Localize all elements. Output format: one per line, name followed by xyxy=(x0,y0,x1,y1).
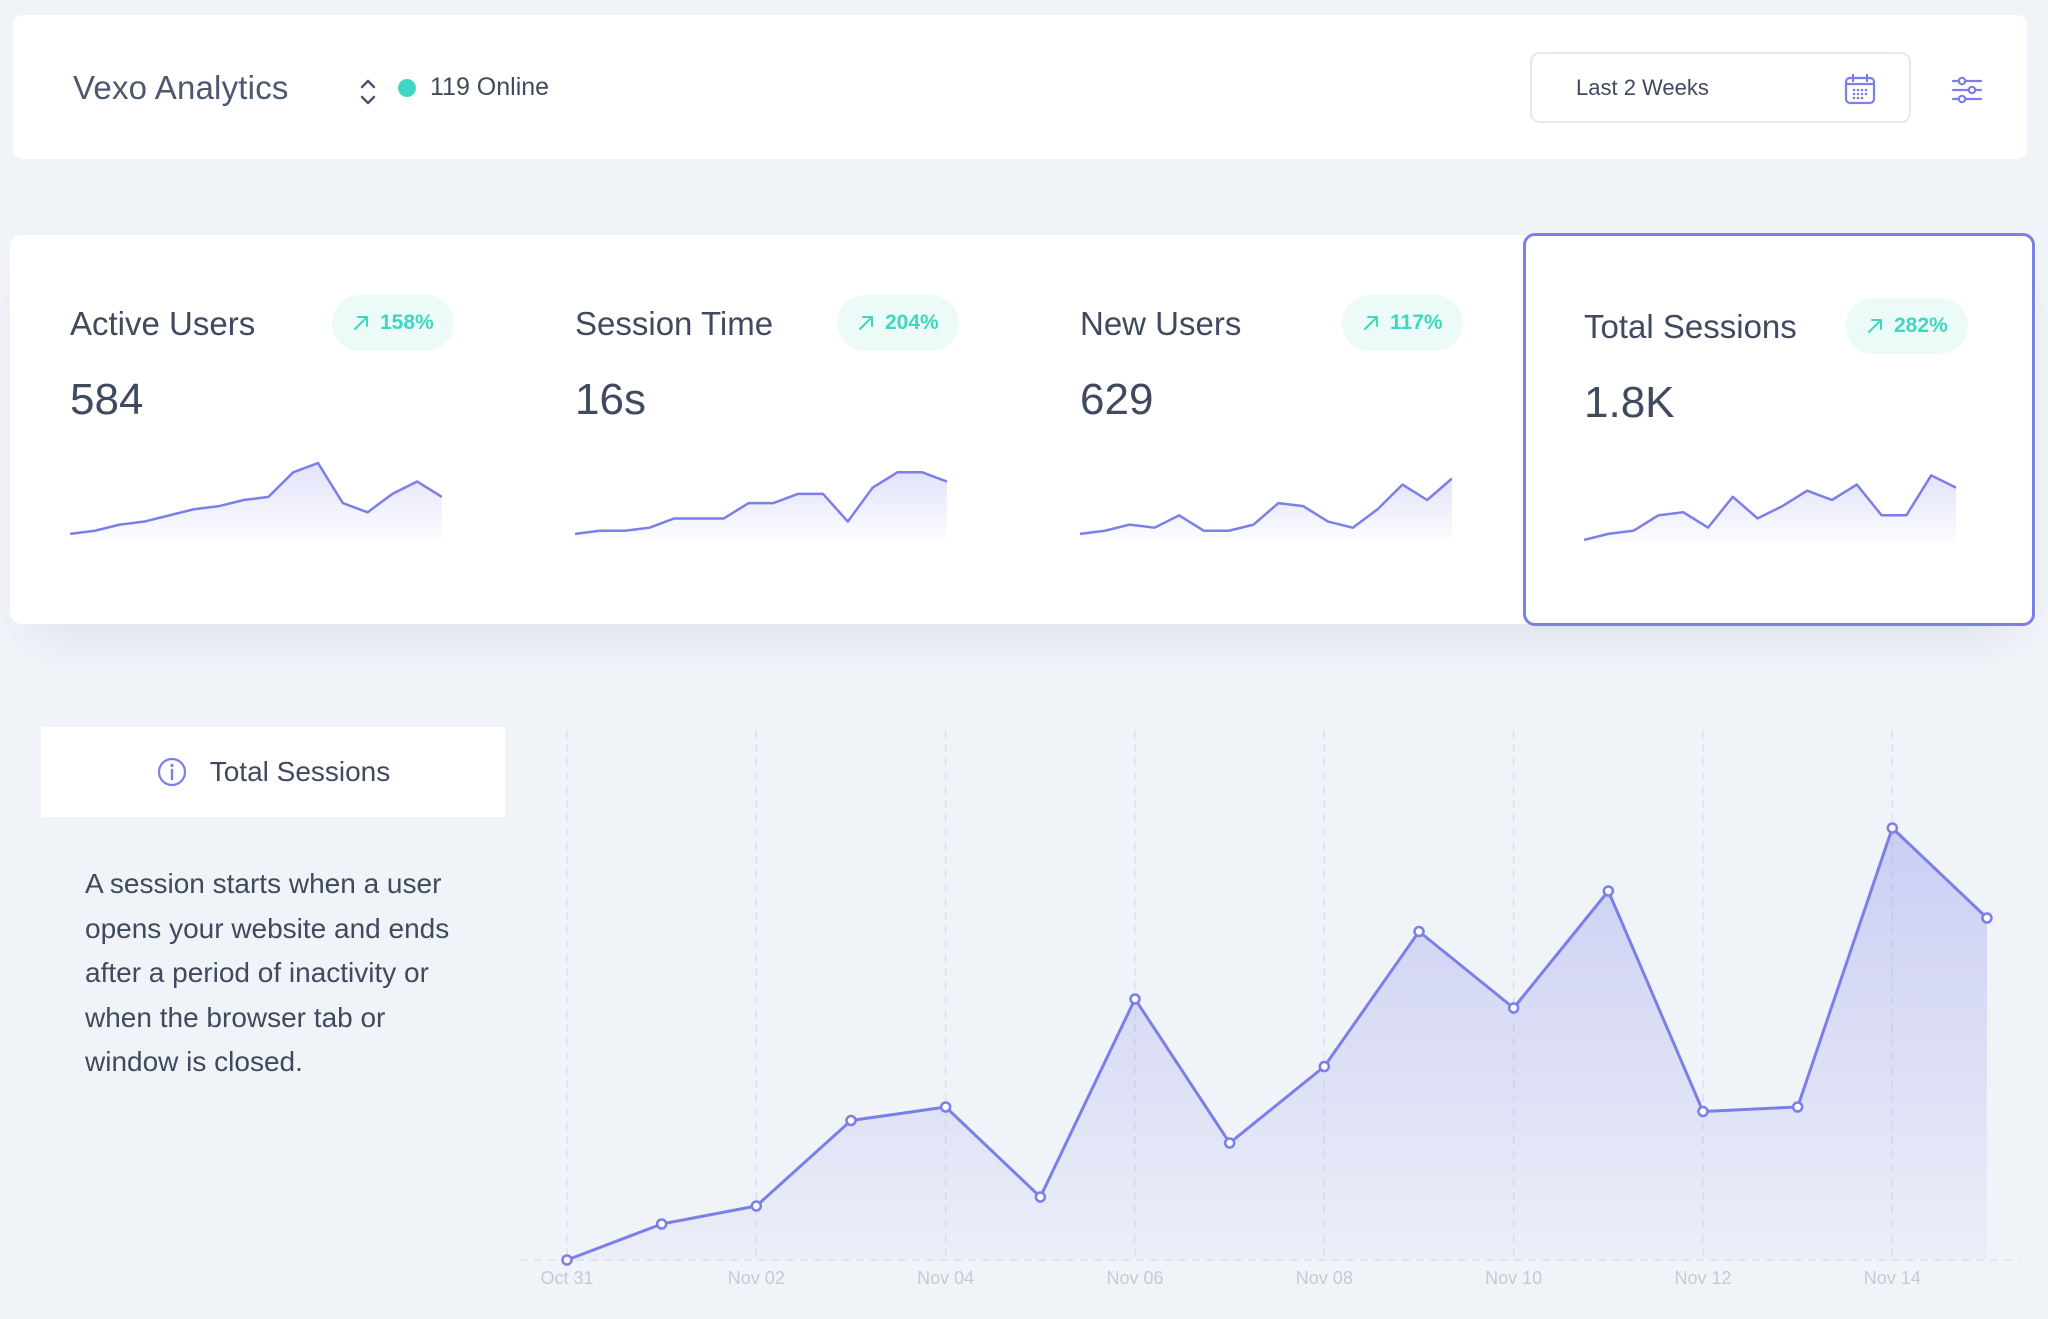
sparkline-area xyxy=(1584,475,1956,543)
data-point xyxy=(655,1218,668,1230)
data-point xyxy=(1413,925,1425,938)
stat-change: 158% xyxy=(380,311,434,334)
data-point xyxy=(750,1200,763,1212)
data-point xyxy=(1791,1101,1804,1113)
data-point xyxy=(561,1254,573,1266)
stat-card-new-users[interactable]: New Users 117% 629 xyxy=(1020,235,1525,624)
sparkline-line xyxy=(575,471,947,536)
stat-change: 117% xyxy=(1390,311,1443,334)
calendar-icon xyxy=(1844,73,1876,105)
stat-value: 1.8K xyxy=(1584,378,1675,427)
stat-card-session-time[interactable]: Session Time 204% 16s xyxy=(515,235,1020,624)
arrow-up-right-icon xyxy=(859,316,873,330)
stat-change-badge: 158% xyxy=(332,295,454,351)
data-point xyxy=(939,1101,952,1113)
stat-change-badge: 117% xyxy=(1342,295,1463,351)
stat-change-badge: 282% xyxy=(1846,298,1968,354)
data-point xyxy=(1318,1060,1331,1073)
stat-card-active-users[interactable]: Active Users 158% 584 xyxy=(10,235,515,624)
sparkline-line xyxy=(1080,477,1452,536)
stat-value: 629 xyxy=(1080,375,1154,424)
data-point xyxy=(1034,1191,1047,1203)
sparkline-chart xyxy=(70,461,442,540)
date-range-label: Last 2 Weeks xyxy=(1576,75,1709,100)
sparkline-line xyxy=(70,461,442,536)
data-point xyxy=(1981,912,1993,924)
brand-name: Vexo Analytics xyxy=(73,69,289,106)
date-range-picker[interactable]: Last 2 Weeks xyxy=(1530,52,1911,123)
stat-title: Session Time xyxy=(575,305,774,342)
data-point xyxy=(1223,1137,1236,1149)
stat-title: Total Sessions xyxy=(1584,308,1797,345)
arrow-up-right-icon xyxy=(1364,316,1378,330)
data-point xyxy=(1129,993,1141,1005)
sliders-icon[interactable] xyxy=(1950,73,1984,107)
online-status-dot xyxy=(398,78,416,97)
stat-value: 584 xyxy=(70,375,144,424)
series-line xyxy=(566,826,1989,1262)
stats-panel: Active Users 158% 584 Session Time 204% … xyxy=(10,233,2036,626)
sparkline-area xyxy=(70,463,442,540)
stat-change-badge: 204% xyxy=(837,295,959,351)
stat-value: 16s xyxy=(575,375,646,424)
data-point xyxy=(845,1114,857,1127)
info-circle-icon[interactable] xyxy=(156,756,188,788)
arrow-up-right-icon xyxy=(1868,319,1882,333)
arrow-up-right-icon xyxy=(354,316,368,330)
data-point xyxy=(1507,1002,1520,1014)
data-point xyxy=(1697,1105,1709,1118)
total-sessions-chart: Oct 31 Nov 02 Nov 04 Nov 06 Nov 08 Nov 10 Nov … xyxy=(520,730,2020,1288)
stat-change: 282% xyxy=(1894,314,1948,337)
sparkline-chart xyxy=(1080,477,1452,540)
x-tick-label: Nov 08 xyxy=(1296,1268,1353,1288)
sparkline-line xyxy=(1584,474,1956,542)
online-count: 119 Online xyxy=(430,73,550,101)
data-point xyxy=(1602,885,1615,897)
metric-info-header: Total Sessions xyxy=(41,727,505,817)
chevron-up-down-icon[interactable] xyxy=(353,72,383,112)
sparkline-area xyxy=(575,472,947,540)
metric-description: A session starts when a user opens your … xyxy=(85,868,450,1077)
x-tick-label: Oct 31 xyxy=(540,1268,593,1288)
sparkline-chart xyxy=(1584,474,1956,543)
x-tick-label: Nov 02 xyxy=(728,1268,785,1288)
x-tick-label: Nov 06 xyxy=(1106,1268,1163,1288)
x-tick-label: Nov 12 xyxy=(1674,1268,1731,1288)
stat-title: Active Users xyxy=(70,305,256,342)
online-indicator: 119 Online xyxy=(398,73,549,102)
stat-change: 204% xyxy=(885,311,939,334)
series-area xyxy=(567,828,1987,1260)
sparkline-area xyxy=(1080,478,1452,540)
x-tick-label: Nov 14 xyxy=(1864,1268,1921,1288)
stat-title: New Users xyxy=(1080,305,1242,342)
top-bar: Vexo Analytics 119 Online Last 2 Weeks xyxy=(13,15,2027,159)
metric-info-title: Total Sessions xyxy=(209,756,391,787)
stat-card-total-sessions[interactable]: Total Sessions 282% 1.8K xyxy=(1523,233,2035,626)
data-point xyxy=(1886,822,1899,834)
x-tick-label: Nov 04 xyxy=(917,1268,974,1288)
sparkline-chart xyxy=(575,471,947,540)
x-tick-label: Nov 10 xyxy=(1485,1268,1542,1288)
